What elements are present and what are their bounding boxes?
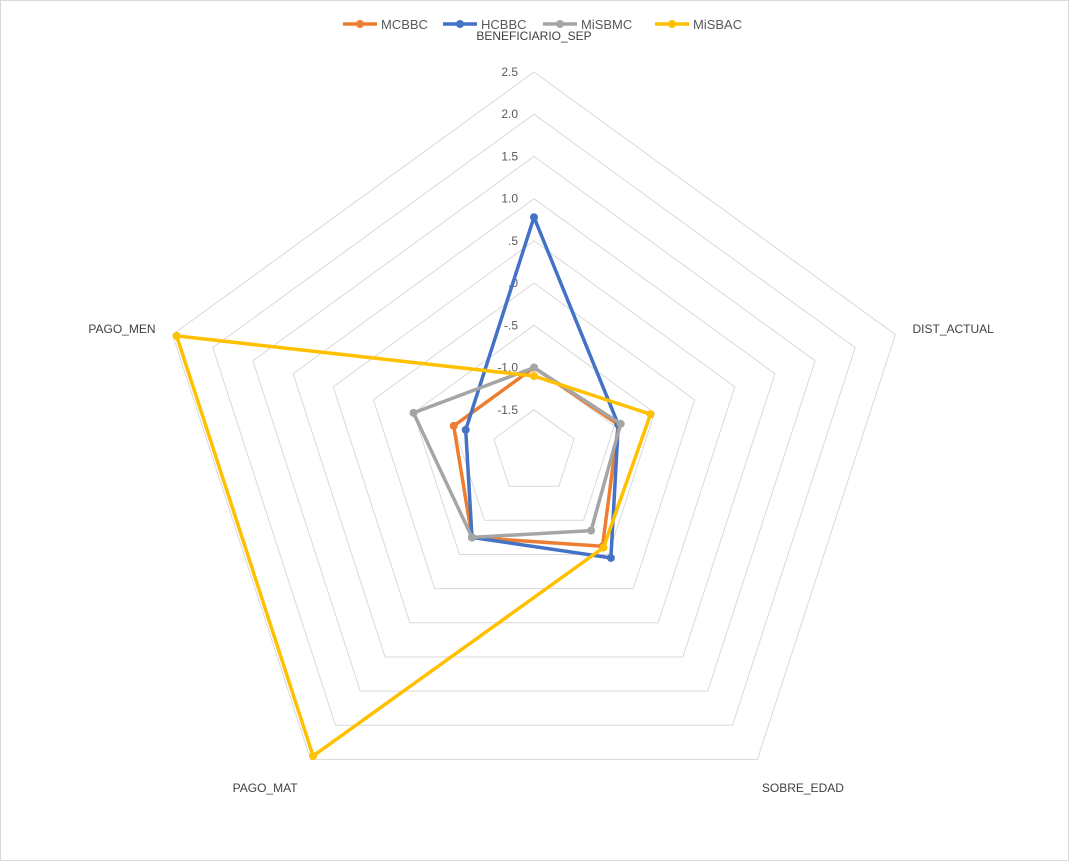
legend-item[interactable]: HCBBC	[443, 17, 527, 32]
series-misbmc	[409, 363, 625, 542]
legend-label: MCBBC	[381, 17, 428, 32]
grid-ring	[493, 409, 575, 487]
axis-label: PAGO_MEN	[88, 322, 155, 336]
series-line	[174, 334, 653, 758]
grid-ring	[172, 71, 896, 760]
radar-grid	[172, 71, 896, 760]
data-point	[587, 526, 596, 535]
data-point	[409, 408, 418, 417]
grid-ring	[332, 240, 736, 624]
legend-swatch-marker	[668, 20, 676, 28]
grid-ring	[372, 282, 696, 590]
series-misbac	[172, 331, 655, 760]
data-point	[468, 533, 476, 542]
legend-item[interactable]: MiSBAC	[655, 17, 742, 32]
data-point	[616, 419, 625, 428]
data-point	[309, 752, 318, 760]
grid-ring	[212, 113, 856, 726]
legend-swatch-marker	[356, 20, 364, 28]
data-point	[530, 372, 538, 380]
axis-labels: BENEFICIARIO_SEP DIST_ACTUAL SOBRE_EDAD PAG…	[88, 29, 994, 795]
axis-label: BENEFICIARIO_SEP	[476, 29, 591, 43]
data-point	[530, 363, 538, 372]
tick-label: 1.5	[501, 149, 518, 163]
legend-label: MiSBAC	[693, 17, 742, 32]
legend-item[interactable]: MCBBC	[343, 17, 428, 32]
data-point	[646, 410, 655, 419]
data-point	[172, 331, 181, 340]
legend: MCBBC HCBBC MiSBMC MiSBAC	[343, 17, 742, 32]
tick-label: 2.5	[501, 65, 518, 79]
series-line	[411, 365, 623, 540]
tick-label: -1.5	[497, 403, 518, 417]
legend-swatch-marker	[556, 20, 564, 28]
tick-label: 2.0	[501, 107, 518, 121]
data-point	[461, 425, 470, 434]
radial-tick-labels: -1.5-1.0-.5.0.51.01.52.02.5	[497, 65, 518, 417]
grid-ring	[252, 155, 816, 692]
data-point	[530, 213, 538, 222]
tick-label: -.5	[504, 318, 518, 332]
data-point	[599, 543, 608, 552]
grid-ring	[412, 324, 656, 555]
axis-label: SOBRE_EDAD	[762, 781, 844, 795]
data-point	[606, 553, 615, 562]
legend-item[interactable]: MiSBMC	[543, 17, 632, 32]
series-line	[463, 215, 621, 560]
legend-label: MiSBMC	[581, 17, 632, 32]
tick-label: .5	[508, 234, 518, 248]
series-mcbbc	[449, 363, 623, 551]
legend-label: HCBBC	[481, 17, 527, 32]
grid-ring	[292, 198, 776, 658]
data-point	[449, 421, 458, 430]
legend-swatch-marker	[456, 20, 464, 28]
tick-label: 1.0	[501, 192, 518, 206]
series-group	[172, 213, 655, 760]
axis-label: PAGO_MAT	[233, 781, 299, 795]
axis-label: DIST_ACTUAL	[913, 322, 995, 336]
